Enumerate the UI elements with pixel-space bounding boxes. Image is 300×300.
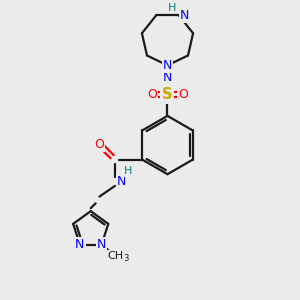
Text: N: N (75, 238, 85, 251)
Text: S: S (162, 87, 173, 102)
Text: N: N (163, 71, 172, 85)
Text: O: O (94, 138, 104, 151)
Text: 3: 3 (123, 254, 128, 262)
Text: CH: CH (107, 251, 123, 261)
Text: N: N (97, 238, 106, 251)
Text: H: H (124, 166, 132, 176)
Text: N: N (117, 175, 126, 188)
Text: O: O (178, 88, 188, 101)
Text: H: H (168, 2, 176, 13)
Text: O: O (147, 88, 157, 101)
Text: N: N (163, 59, 172, 72)
Text: N: N (180, 9, 189, 22)
